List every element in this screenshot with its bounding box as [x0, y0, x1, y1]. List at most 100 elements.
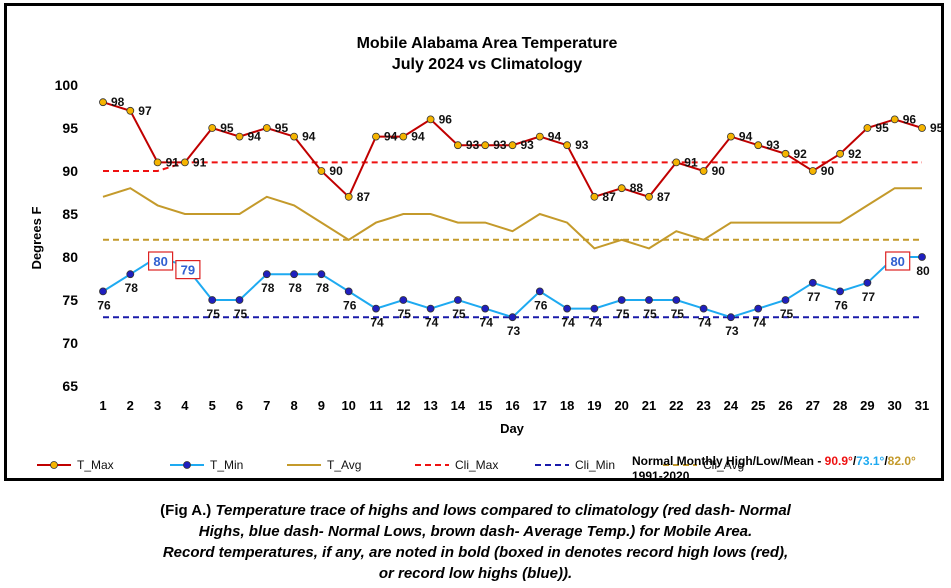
x-tick-label: 1: [99, 398, 106, 413]
tmin-data-label: 74: [561, 316, 575, 330]
point-t-max: [235, 132, 244, 141]
point-t-min: [863, 278, 872, 287]
point-t-min: [645, 296, 653, 304]
point-t-max: [808, 167, 817, 175]
tmax-data-label: 92: [848, 147, 862, 161]
x-tick-label: 31: [915, 398, 929, 413]
point-t-max: [426, 115, 435, 124]
point-t-max: [153, 158, 162, 167]
tmax-data-label: 93: [766, 138, 780, 152]
point-t-max: [918, 124, 926, 132]
tmin-data-label: 74: [753, 316, 767, 330]
point-t-max: [563, 141, 571, 150]
point-t-min: [535, 287, 544, 296]
point-t-max: [372, 132, 380, 141]
record-box: [175, 260, 201, 280]
point-t-min: [290, 270, 299, 279]
tmax-data-label: 90: [821, 164, 835, 178]
x-tick-label: 21: [642, 398, 656, 413]
legend-label: T_Avg: [327, 458, 361, 472]
point-t-min: [208, 296, 217, 304]
x-tick-label: 30: [887, 398, 901, 413]
y-tick-label: 75: [62, 292, 78, 308]
x-tick-label: 4: [181, 398, 189, 413]
x-tick-label: 22: [669, 398, 683, 413]
tmin-data-label: 75: [398, 307, 412, 321]
tmax-data-label: 90: [329, 164, 343, 178]
x-axis-label: Day: [500, 421, 525, 436]
point-t-min: [126, 270, 135, 279]
tmax-data-label: 97: [138, 104, 152, 118]
y-tick-label: 80: [62, 249, 78, 265]
point-t-min: [590, 304, 599, 313]
x-tick-label: 10: [341, 398, 355, 413]
point-t-min: [235, 296, 244, 304]
tmax-data-label: 94: [384, 130, 398, 144]
point-t-max: [99, 98, 107, 107]
tmin-data-label: 75: [234, 307, 248, 321]
tmin-data-label: 74: [698, 316, 712, 330]
tmin-data-label: 74: [589, 316, 603, 330]
tmax-data-label: 87: [657, 190, 671, 204]
tmin-data-label: 73: [725, 324, 739, 338]
x-tick-label: 25: [751, 398, 765, 413]
x-tick-label: 28: [833, 398, 847, 413]
point-t-max: [126, 106, 135, 115]
tmax-data-label: 94: [302, 130, 316, 144]
x-tick-label: 2: [127, 398, 134, 413]
caption-line-3: Record temperatures, if any, are noted i…: [162, 544, 789, 561]
point-t-max: [727, 132, 735, 141]
normals-sep-2: /: [884, 454, 888, 468]
tmin-data-label: 80: [916, 264, 930, 278]
point-t-max: [508, 141, 517, 150]
y-axis-label: Degrees F: [29, 207, 44, 270]
x-tick-label: 9: [318, 398, 325, 413]
tmin-data-label: 75: [616, 307, 630, 321]
tmin-data-label: 75: [780, 307, 794, 321]
tmax-data-label: 91: [684, 155, 698, 169]
tmin-record-label: 79: [181, 263, 195, 278]
tmax-data-label: 95: [875, 121, 889, 135]
caption-fig-label: (Fig A.): [160, 502, 212, 519]
point-t-min: [918, 253, 926, 261]
point-t-max: [699, 167, 708, 175]
tmax-data-label: 93: [493, 138, 507, 152]
point-t-min: [99, 287, 107, 296]
tmin-data-label: 74: [370, 316, 384, 330]
tmin-data-label: 74: [425, 316, 439, 330]
legend: T_Max T_Min T_Avg Cli_Max Cli_Min Cli_Avg: [37, 458, 744, 472]
x-tick-label: 23: [696, 398, 710, 413]
point-t-max: [617, 184, 626, 193]
x-tick-label: 12: [396, 398, 410, 413]
y-tick-label: 95: [62, 120, 78, 136]
tmax-data-label: 96: [903, 112, 917, 126]
series-line-t-min: [102, 255, 922, 319]
tmax-data-label: 91: [193, 155, 207, 169]
point-t-max: [535, 132, 544, 141]
normals-mean: 82.0°: [888, 454, 916, 468]
tmax-data-label: 96: [439, 112, 453, 126]
tmin-data-label: 78: [288, 281, 302, 295]
tmin-data-label: 76: [97, 298, 111, 312]
tmax-data-label: 91: [166, 155, 180, 169]
point-t-max: [317, 167, 326, 175]
x-tick-label: 16: [505, 398, 519, 413]
y-tick-label: 85: [62, 206, 78, 222]
normals-sep-1: /: [853, 454, 857, 468]
figure-caption: (Fig A.) Temperature trace of highs and …: [0, 500, 951, 584]
tmax-data-label: 93: [521, 138, 535, 152]
tmax-data-label: 94: [548, 130, 562, 144]
legend-label: T_Max: [77, 458, 114, 472]
x-tick-label: 18: [560, 398, 574, 413]
tmax-data-label: 93: [466, 138, 480, 152]
point-t-min: [808, 278, 817, 287]
point-t-max: [781, 149, 790, 158]
tmin-data-label: 75: [643, 307, 657, 321]
point-t-max: [180, 158, 189, 167]
tmin-data-label: 74: [480, 316, 494, 330]
legend-marker: [50, 461, 58, 469]
tmin-data-label: 78: [125, 281, 139, 295]
chart-title: Mobile Alabama Area Temperature: [357, 35, 618, 52]
point-t-min: [699, 304, 708, 313]
point-t-min: [453, 296, 462, 304]
